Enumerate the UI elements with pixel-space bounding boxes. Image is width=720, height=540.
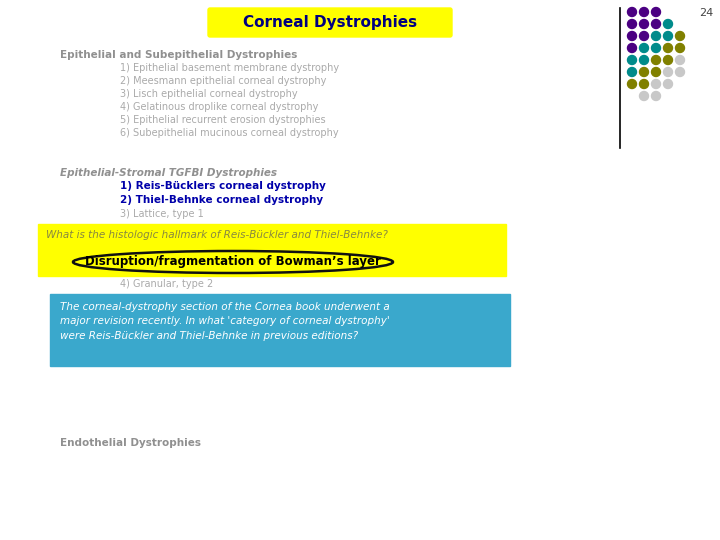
Circle shape [652,79,660,89]
Circle shape [652,44,660,52]
Circle shape [664,19,672,29]
Text: Epithelial and Subepithelial Dystrophies: Epithelial and Subepithelial Dystrophies [60,50,297,60]
Circle shape [639,91,649,100]
Text: The corneal-dystrophy section of the Cornea book underwent a
major revision rece: The corneal-dystrophy section of the Cor… [60,302,390,341]
Text: Disruption/fragmentation of Bowman’s layer: Disruption/fragmentation of Bowman’s lay… [85,255,381,268]
Circle shape [628,31,636,40]
Circle shape [664,79,672,89]
Text: 2) Thiel-Behnke corneal dystrophy: 2) Thiel-Behnke corneal dystrophy [120,195,323,205]
Circle shape [628,44,636,52]
FancyBboxPatch shape [50,294,510,366]
Circle shape [675,44,685,52]
FancyBboxPatch shape [208,8,452,37]
Circle shape [628,56,636,64]
Text: 4) Granular, type 2: 4) Granular, type 2 [120,279,213,289]
Circle shape [639,68,649,77]
Circle shape [652,19,660,29]
FancyBboxPatch shape [38,224,506,276]
Text: 4) Gelatinous droplike corneal dystrophy: 4) Gelatinous droplike corneal dystrophy [120,102,318,112]
Circle shape [664,31,672,40]
Circle shape [652,8,660,17]
Text: Endothelial Dystrophies: Endothelial Dystrophies [60,438,201,448]
Text: 1) Epithelial basement membrane dystrophy: 1) Epithelial basement membrane dystroph… [120,63,339,73]
Text: 6) Subepithelial mucinous corneal dystrophy: 6) Subepithelial mucinous corneal dystro… [120,128,338,138]
Circle shape [652,91,660,100]
Ellipse shape [73,251,393,273]
Text: 24: 24 [698,8,713,18]
Circle shape [639,44,649,52]
Text: 5) Epithelial recurrent erosion dystrophies: 5) Epithelial recurrent erosion dystroph… [120,115,325,125]
Circle shape [639,19,649,29]
Text: 2) Meesmann epithelial corneal dystrophy: 2) Meesmann epithelial corneal dystrophy [120,76,326,86]
Circle shape [628,68,636,77]
Circle shape [639,79,649,89]
Circle shape [628,19,636,29]
Circle shape [664,68,672,77]
Circle shape [664,44,672,52]
Text: Epithelial-Stromal TGFBI Dystrophies: Epithelial-Stromal TGFBI Dystrophies [60,168,277,178]
Text: 1) Reis-Bücklers corneal dystrophy: 1) Reis-Bücklers corneal dystrophy [120,181,326,191]
Circle shape [628,8,636,17]
Circle shape [675,31,685,40]
Circle shape [664,56,672,64]
Circle shape [652,68,660,77]
Circle shape [639,56,649,64]
Circle shape [652,56,660,64]
Circle shape [652,31,660,40]
Circle shape [639,8,649,17]
Text: 3) Lattice, type 1: 3) Lattice, type 1 [120,209,204,219]
Circle shape [639,31,649,40]
Text: 3) Lisch epithelial corneal dystrophy: 3) Lisch epithelial corneal dystrophy [120,89,297,99]
Circle shape [628,79,636,89]
Text: What is the histologic hallmark of Reis-Bückler and Thiel-Behnke?: What is the histologic hallmark of Reis-… [46,230,388,240]
Circle shape [675,68,685,77]
Text: Corneal Dystrophies: Corneal Dystrophies [243,15,417,30]
Circle shape [675,56,685,64]
